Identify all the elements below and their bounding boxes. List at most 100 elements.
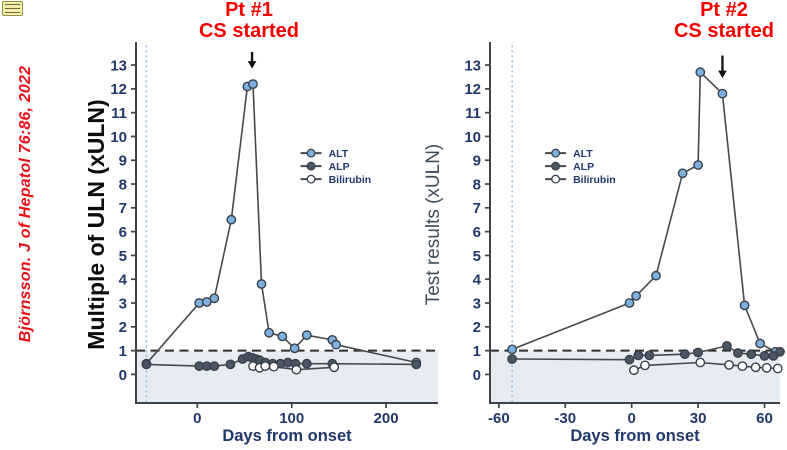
x-tick-label: -60 — [488, 410, 510, 427]
y-tick-label: 8 — [119, 176, 127, 193]
y-tick-label: 2 — [119, 319, 127, 336]
y-tick-label: 5 — [119, 248, 127, 265]
series-bilirubin — [248, 361, 340, 375]
data-point-alp — [411, 359, 422, 370]
data-point-alt — [264, 327, 275, 338]
data-point-bilirubin — [291, 364, 302, 375]
data-point-bilirubin — [628, 365, 639, 376]
data-point-alp — [775, 346, 785, 357]
data-point-alt — [624, 298, 635, 308]
data-point-bilirubin — [750, 362, 761, 373]
y-tick-label: 9 — [473, 153, 481, 170]
y-tick-label: 9 — [119, 153, 127, 170]
y-tick-label: 1 — [119, 343, 127, 360]
pt2-cs-started-label: CS started — [673, 20, 775, 42]
legend-marker-alp — [551, 161, 561, 171]
y-tick-label: 4 — [473, 272, 482, 289]
data-point-alp — [759, 350, 770, 361]
data-point-alt — [256, 279, 267, 289]
series-alt — [141, 79, 422, 369]
legend-label-alp: ALP — [573, 161, 594, 173]
data-point-alp — [746, 349, 757, 360]
y-tick-label: 13 — [110, 57, 127, 74]
y-tick-label: 13 — [464, 57, 481, 74]
y-tick-label: 11 — [111, 105, 127, 122]
x-tick-label: 60 — [756, 410, 773, 427]
y-tick-label: 3 — [119, 295, 127, 312]
data-point-alt — [277, 331, 288, 342]
data-point-alt — [331, 339, 342, 350]
legend-marker-bilirubin — [551, 174, 561, 184]
data-point-bilirubin — [761, 362, 772, 373]
legend-marker-bilirubin — [306, 174, 316, 184]
data-point-alp — [693, 347, 703, 358]
data-point-alp — [644, 350, 655, 361]
data-point-alt — [248, 79, 258, 89]
x-tick-label: 0 — [193, 410, 201, 427]
legend-label-alt: ALT — [573, 148, 593, 160]
series-bilirubin — [628, 357, 783, 376]
y-axis-label: Multiple of ULN (xULN) — [88, 99, 109, 349]
data-point-bilirubin — [329, 362, 340, 373]
data-point-bilirubin — [724, 359, 734, 370]
data-point-alt — [755, 338, 765, 349]
cs-started-arrow — [718, 55, 727, 79]
data-point-bilirubin — [737, 361, 748, 371]
series-alp — [507, 340, 785, 365]
x-axis-label: Days from onset — [570, 427, 700, 445]
y-tick-label: 1 — [473, 343, 481, 360]
data-point-alt — [693, 160, 703, 170]
comment-note-icon[interactable] — [2, 1, 23, 16]
pt2-label: Pt #2 — [700, 0, 748, 21]
data-point-alt — [301, 330, 312, 341]
x-tick-label: 0 — [628, 410, 636, 427]
data-point-bilirubin — [695, 357, 706, 368]
data-point-alt — [651, 270, 661, 281]
data-point-alt — [695, 67, 706, 78]
data-point-alt — [677, 168, 688, 179]
pt1-label: Pt #1 — [225, 0, 273, 21]
y-tick-label: 11 — [465, 105, 481, 122]
y-tick-label: 7 — [119, 200, 127, 217]
x-axis-label: Days from onset — [222, 427, 352, 445]
data-point-alt — [717, 88, 728, 99]
data-point-alp — [301, 358, 312, 369]
legend-marker-alt — [306, 148, 316, 158]
pt2-cs-started-annotation: Pt #2 CS started — [674, 0, 774, 42]
y-tick-label: 8 — [473, 176, 481, 193]
x-tick-label: -30 — [554, 410, 576, 427]
data-point-alp — [721, 340, 732, 351]
y-tick-label: 10 — [464, 129, 481, 146]
data-point-alt — [739, 300, 750, 311]
data-point-alp — [679, 349, 690, 360]
y-tick-label: 12 — [464, 81, 481, 98]
citation-text: Björnsson. J of Hepatol 76:86, 2022 — [17, 65, 34, 343]
data-point-bilirubin — [640, 360, 650, 371]
note-icon-lines — [5, 4, 20, 13]
data-point-alt — [289, 343, 300, 354]
legend-marker-alt — [551, 148, 561, 158]
legend-label-bilirubin: Bilirubin — [573, 174, 616, 186]
series-alt — [507, 67, 781, 357]
data-point-alp — [141, 359, 152, 370]
chart-pt1: 0 1 2 3 4 5 6 7 8 9 10 11 12 13 0 100 200 Days from onset… — [83, 30, 440, 450]
x-tick-label: 200 — [374, 410, 399, 427]
y-tick-label: 6 — [473, 224, 481, 241]
legend-label-alt: ALT — [329, 148, 349, 160]
y-tick-label: 5 — [473, 248, 481, 265]
legend-label-bilirubin: Bilirubin — [329, 174, 372, 186]
data-point-alt — [226, 214, 237, 225]
data-point-bilirubin — [772, 363, 783, 374]
y-tick-label: 0 — [473, 367, 481, 384]
y-tick-label: 7 — [473, 200, 481, 217]
data-point-alt — [631, 290, 642, 301]
data-point-alp — [732, 348, 743, 358]
data-point-alt — [507, 344, 518, 355]
y-tick-label: 0 — [119, 367, 127, 384]
cs-started-arrow — [247, 51, 257, 69]
